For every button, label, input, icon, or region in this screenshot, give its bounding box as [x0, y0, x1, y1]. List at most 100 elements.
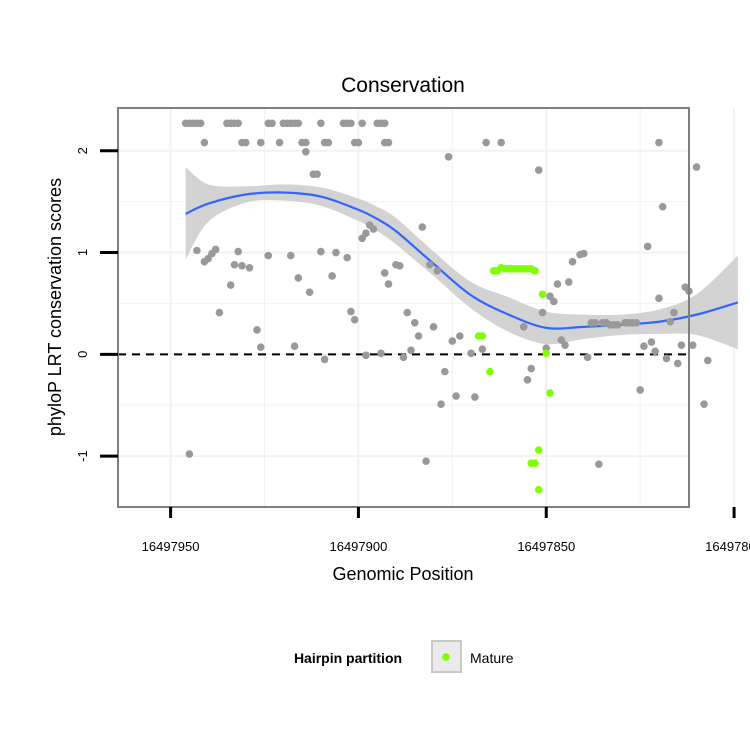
other-point [287, 251, 295, 260]
other-point [328, 272, 336, 280]
other-point [583, 353, 592, 362]
other-point [193, 246, 201, 255]
other-point [268, 119, 276, 128]
legend: Hairpin partition Mature [294, 640, 514, 673]
confidence-ribbon [185, 167, 738, 350]
mature-point [538, 290, 547, 299]
other-point [643, 242, 652, 251]
mature-point [534, 446, 543, 454]
other-point [471, 393, 479, 401]
other-point [380, 138, 389, 147]
other-point [234, 119, 243, 128]
other-point [441, 367, 449, 376]
other-point [369, 225, 378, 233]
other-point [256, 343, 265, 351]
other-point [636, 386, 644, 394]
other-point [324, 138, 333, 147]
other-point [670, 308, 678, 317]
other-point [429, 323, 438, 331]
mature-point [534, 485, 543, 494]
other-point [497, 138, 505, 147]
other-point [422, 457, 430, 465]
other-point [256, 138, 265, 147]
other-point [448, 337, 457, 345]
other-point [414, 332, 423, 340]
other-point [245, 264, 254, 272]
other-point [564, 278, 573, 286]
other-point [347, 307, 355, 316]
mature-point [478, 332, 487, 340]
other-point [185, 450, 194, 458]
other-point [425, 260, 434, 269]
other-point [317, 119, 325, 128]
other-point [482, 138, 490, 147]
other-point [640, 342, 648, 350]
other-point [380, 119, 389, 128]
mature-point [531, 459, 539, 468]
y-tick-label: 1 [75, 249, 90, 256]
other-point [332, 248, 340, 257]
other-point [290, 342, 299, 350]
other-point [350, 315, 359, 324]
other-point [595, 460, 603, 469]
other-point [666, 317, 675, 326]
other-point [651, 347, 659, 356]
other-point [444, 153, 453, 161]
other-point [613, 321, 622, 329]
other-point [320, 355, 329, 364]
data-points [181, 119, 712, 494]
other-point [234, 247, 243, 256]
mature-point [486, 367, 494, 376]
other-point [253, 326, 261, 334]
other-point [294, 274, 303, 282]
other-point [264, 251, 273, 260]
other-point [305, 288, 314, 297]
other-point [700, 400, 708, 408]
other-point [196, 119, 205, 128]
other-point [655, 138, 663, 147]
other-point [452, 392, 460, 400]
y-tick-label: 2 [75, 147, 90, 154]
y-axis: -1 0 1 2 [75, 147, 118, 462]
other-point [399, 353, 408, 362]
other-point [238, 261, 246, 270]
legend-title: Hairpin partition [294, 650, 402, 666]
other-point [523, 375, 532, 384]
other-point [534, 166, 543, 174]
other-point [302, 147, 310, 156]
other-point [688, 341, 697, 349]
other-point [407, 346, 415, 355]
other-point [561, 341, 569, 349]
other-point [692, 163, 701, 171]
other-point [294, 119, 303, 128]
other-point [211, 245, 220, 254]
other-point [226, 281, 235, 289]
other-point [410, 318, 419, 327]
other-point [632, 318, 641, 327]
x-tick-label: 16497900 [329, 539, 387, 554]
other-point [241, 138, 250, 147]
other-point [380, 269, 389, 277]
other-point [647, 338, 656, 346]
chart-title: Conservation [341, 74, 465, 97]
x-axis: 16497950 16497900 16497850 16497800 [142, 507, 750, 554]
other-point [215, 308, 224, 317]
other-point [317, 247, 325, 256]
other-point [377, 349, 385, 358]
legend-key-mature [442, 653, 450, 661]
other-point [677, 341, 686, 349]
other-point [456, 332, 464, 340]
x-tick-label: 16497950 [142, 539, 200, 554]
y-tick-label: -1 [75, 450, 90, 462]
other-point [662, 354, 671, 363]
other-point [519, 323, 528, 331]
mature-point [542, 349, 551, 358]
other-point [418, 223, 427, 231]
other-point [230, 260, 239, 269]
other-point [343, 253, 351, 262]
legend-label-mature: Mature [470, 650, 514, 666]
other-point [302, 138, 310, 147]
other-point [467, 349, 475, 358]
plot-panel [118, 108, 689, 507]
